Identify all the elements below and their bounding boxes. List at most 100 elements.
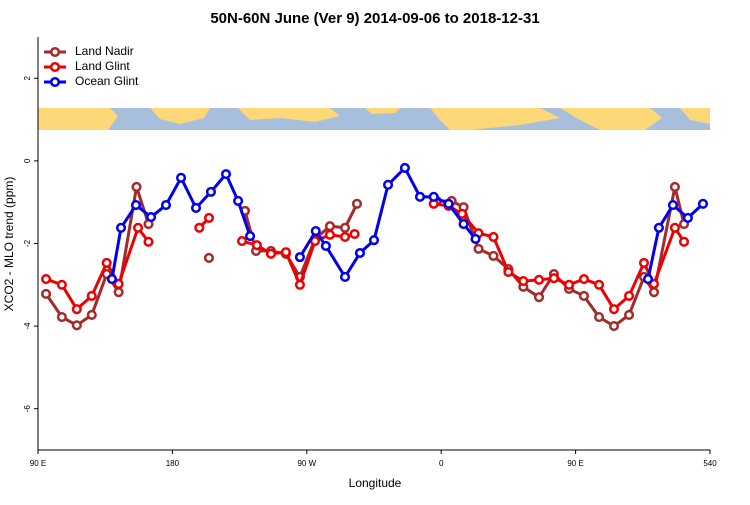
data-point bbox=[233, 195, 244, 207]
map-strip bbox=[38, 108, 710, 130]
x-tick-label: 540 bbox=[703, 459, 717, 468]
data-point bbox=[251, 240, 262, 251]
data-point bbox=[86, 290, 97, 302]
legend-label: Ocean Glint bbox=[75, 74, 139, 88]
data-point bbox=[205, 186, 216, 197]
data-point bbox=[399, 162, 410, 173]
data-point bbox=[190, 202, 202, 214]
data-point bbox=[443, 198, 454, 209]
data-point bbox=[280, 247, 291, 258]
data-point bbox=[624, 290, 635, 302]
data-point bbox=[563, 279, 575, 290]
data-point bbox=[294, 279, 305, 290]
data-point bbox=[320, 240, 331, 252]
data-point bbox=[488, 250, 499, 261]
data-point bbox=[458, 219, 469, 230]
data-point bbox=[593, 311, 605, 323]
data-point bbox=[41, 273, 52, 285]
data-point bbox=[131, 181, 142, 192]
data-point bbox=[488, 231, 499, 242]
data-point bbox=[101, 257, 112, 268]
data-point bbox=[245, 231, 256, 242]
data-point bbox=[143, 236, 154, 247]
data-point bbox=[548, 273, 559, 284]
x-tick-label: 90 W bbox=[297, 459, 316, 468]
legend-marker bbox=[49, 46, 61, 58]
y-tick-label: -2 bbox=[23, 239, 32, 247]
data-point bbox=[351, 198, 363, 209]
data-point bbox=[533, 274, 545, 285]
data-point bbox=[176, 172, 187, 183]
data-point bbox=[669, 181, 680, 192]
data-point bbox=[115, 222, 127, 233]
data-point bbox=[414, 191, 426, 202]
data-point bbox=[608, 321, 620, 332]
data-point bbox=[578, 290, 590, 302]
data-point bbox=[533, 292, 545, 303]
x-tick-label: 0 bbox=[439, 459, 444, 468]
data-point bbox=[368, 235, 380, 246]
data-point bbox=[324, 229, 335, 240]
data-point bbox=[428, 191, 439, 202]
data-point bbox=[310, 226, 321, 237]
data-point bbox=[203, 252, 215, 264]
data-point bbox=[669, 222, 680, 233]
legend-label: Land Glint bbox=[75, 59, 130, 73]
legend-marker bbox=[49, 76, 61, 88]
data-point bbox=[56, 279, 67, 290]
data-point bbox=[113, 278, 124, 290]
data-point bbox=[160, 200, 172, 211]
data-point bbox=[339, 231, 351, 242]
data-point bbox=[653, 222, 664, 233]
data-point bbox=[41, 288, 52, 299]
data-point bbox=[457, 208, 468, 219]
data-point bbox=[265, 248, 277, 259]
data-point bbox=[578, 273, 590, 285]
data-point bbox=[608, 304, 620, 315]
y-tick-label: 0 bbox=[23, 158, 32, 163]
data-point bbox=[354, 247, 366, 259]
data-point bbox=[642, 273, 654, 285]
chart-title: 50N-60N June (Ver 9) 2014-09-06 to 2018-… bbox=[210, 10, 539, 27]
data-point bbox=[113, 287, 124, 298]
data-point bbox=[236, 235, 248, 247]
data-point bbox=[203, 212, 215, 223]
x-tick-label: 180 bbox=[166, 459, 180, 468]
data-point bbox=[130, 200, 142, 211]
data-point bbox=[339, 222, 351, 233]
data-point bbox=[503, 266, 514, 278]
data-point bbox=[56, 311, 67, 323]
data-point bbox=[473, 243, 484, 254]
data-point bbox=[593, 279, 605, 290]
data-point bbox=[697, 198, 709, 209]
y-tick-label: -6 bbox=[23, 405, 32, 413]
data-point bbox=[71, 320, 82, 331]
legend-label: Land Nadir bbox=[75, 44, 134, 58]
data-point bbox=[624, 309, 635, 320]
y-tick-label: 2 bbox=[23, 76, 32, 81]
data-point bbox=[678, 236, 690, 247]
data-point bbox=[106, 273, 117, 285]
data-point bbox=[648, 278, 660, 290]
x-axis-label: Longitude bbox=[349, 476, 402, 490]
x-tick-label: 90 E bbox=[567, 459, 583, 468]
data-point bbox=[145, 212, 157, 223]
series-line bbox=[45, 202, 686, 311]
data-point bbox=[324, 221, 335, 232]
data-point bbox=[518, 276, 529, 287]
data-point bbox=[349, 228, 360, 240]
data-point bbox=[294, 252, 305, 263]
data-point bbox=[220, 169, 232, 180]
y-axis-label: XCO2 - MLO trend (ppm) bbox=[2, 177, 16, 312]
data-point bbox=[86, 309, 97, 320]
data-point bbox=[638, 257, 650, 268]
x-tick-label: 90 E bbox=[30, 459, 46, 468]
data-point bbox=[133, 222, 144, 233]
data-point bbox=[382, 179, 394, 190]
data-point bbox=[339, 271, 351, 283]
data-point bbox=[682, 212, 693, 223]
data-point bbox=[194, 222, 205, 233]
legend-marker bbox=[49, 61, 61, 73]
data-point bbox=[470, 233, 481, 245]
